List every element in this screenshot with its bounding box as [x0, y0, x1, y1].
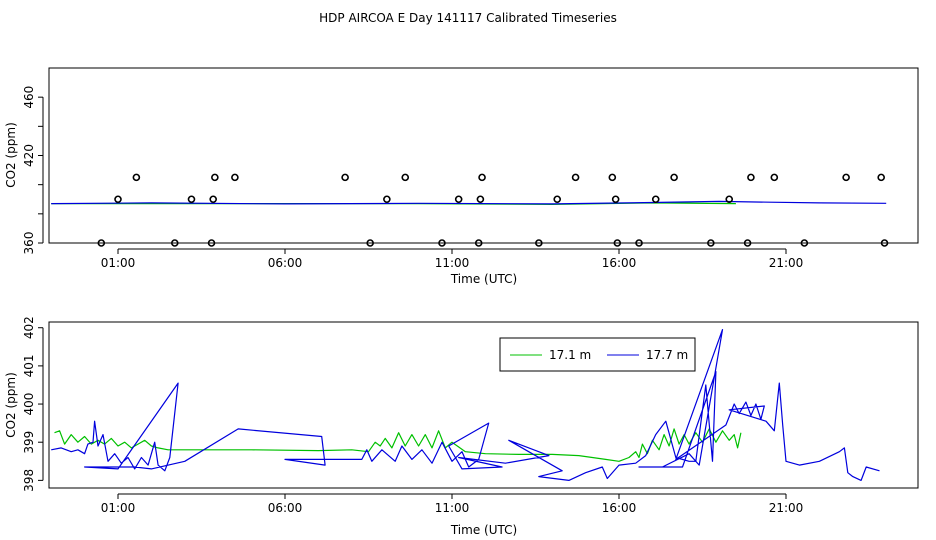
data-point: [170, 239, 179, 247]
data-point: [535, 239, 543, 247]
data-point: [800, 239, 809, 247]
data-point: [842, 173, 850, 182]
x-tick-label: 21:00: [769, 501, 804, 515]
data-point: [383, 195, 391, 204]
x-tick-label: 16:00: [602, 501, 637, 515]
data-point: [670, 173, 678, 182]
top-plot-frame: [48, 67, 919, 244]
top-panel: 01:00 06:00 11:00 16:00 21:00 360 420 460 Time…: [4, 67, 919, 286]
data-point: [401, 173, 410, 182]
top-series: [51, 200, 887, 205]
y-tick-label: 360: [22, 232, 36, 255]
y-tick-label: 420: [22, 144, 36, 167]
data-point: [725, 195, 734, 204]
data-point: [571, 173, 580, 182]
data-point: [651, 195, 660, 204]
data-point: [366, 239, 374, 247]
data-point: [770, 173, 779, 182]
legend-label-17-7: 17.7 m: [646, 348, 688, 362]
data-point: [207, 239, 216, 247]
bottom-y-axis-title: CO2 (ppm): [4, 372, 18, 438]
top-x-axis: 01:00 06:00 11:00 16:00 21:00: [101, 248, 804, 270]
data-point: [454, 195, 463, 204]
data-point: [97, 239, 106, 247]
data-point: [474, 239, 483, 247]
x-tick-label: 11:00: [435, 256, 470, 270]
x-tick-label: 06:00: [268, 256, 303, 270]
data-point: [553, 195, 562, 204]
x-tick-label: 16:00: [602, 256, 637, 270]
y-tick-label: 400: [22, 393, 36, 416]
data-point: [438, 239, 446, 247]
top-y-axis: 360 420 460: [22, 86, 44, 255]
bottom-panel: 01:00 06:00 11:00 16:00 21:00 398 399 400 401 40…: [4, 316, 919, 537]
data-point: [187, 195, 196, 204]
y-tick-label: 399: [22, 431, 36, 454]
data-point: [635, 239, 643, 247]
x-tick-label: 11:00: [435, 501, 470, 515]
y-tick-label: 398: [22, 469, 36, 492]
data-point: [747, 173, 755, 182]
data-point: [743, 239, 752, 247]
data-point: [880, 239, 889, 247]
data-point: [476, 195, 485, 204]
data-point: [211, 173, 219, 182]
data-point: [478, 173, 486, 182]
data-point: [613, 239, 622, 247]
bottom-plot-frame: [48, 321, 919, 489]
legend: 17.1 m 17.7 m: [499, 337, 696, 372]
data-point: [341, 173, 349, 182]
top-y-axis-title: CO2 (ppm): [4, 122, 18, 188]
y-tick-label: 460: [22, 86, 36, 109]
series-line-17-1-m: [54, 428, 742, 462]
bottom-series: [51, 329, 880, 481]
data-point: [231, 173, 239, 182]
x-tick-label: 21:00: [769, 256, 804, 270]
data-point: [611, 195, 620, 204]
legend-label-17-1: 17.1 m: [549, 348, 591, 362]
bottom-x-axis: 01:00 06:00 11:00 16:00 21:00: [101, 493, 804, 515]
data-point: [114, 195, 122, 204]
data-point: [132, 173, 141, 182]
data-point: [608, 173, 617, 182]
data-point: [877, 173, 885, 182]
y-tick-label: 402: [22, 316, 36, 339]
data-point: [707, 239, 715, 247]
x-tick-label: 01:00: [101, 501, 136, 515]
series-line-17-7-m: [51, 329, 880, 481]
top-x-axis-title: Time (UTC): [450, 272, 517, 286]
top-points: [97, 173, 889, 247]
x-tick-label: 01:00: [101, 256, 136, 270]
chart-title: HDP AIRCOA E Day 141117 Calibrated Times…: [319, 11, 617, 25]
bottom-x-axis-title: Time (UTC): [450, 523, 517, 537]
y-tick-label: 401: [22, 354, 36, 377]
series-line-17-7-m: [51, 200, 887, 205]
bottom-y-axis: 398 399 400 401 402: [22, 316, 44, 492]
x-tick-label: 06:00: [268, 501, 303, 515]
data-point: [209, 195, 217, 204]
